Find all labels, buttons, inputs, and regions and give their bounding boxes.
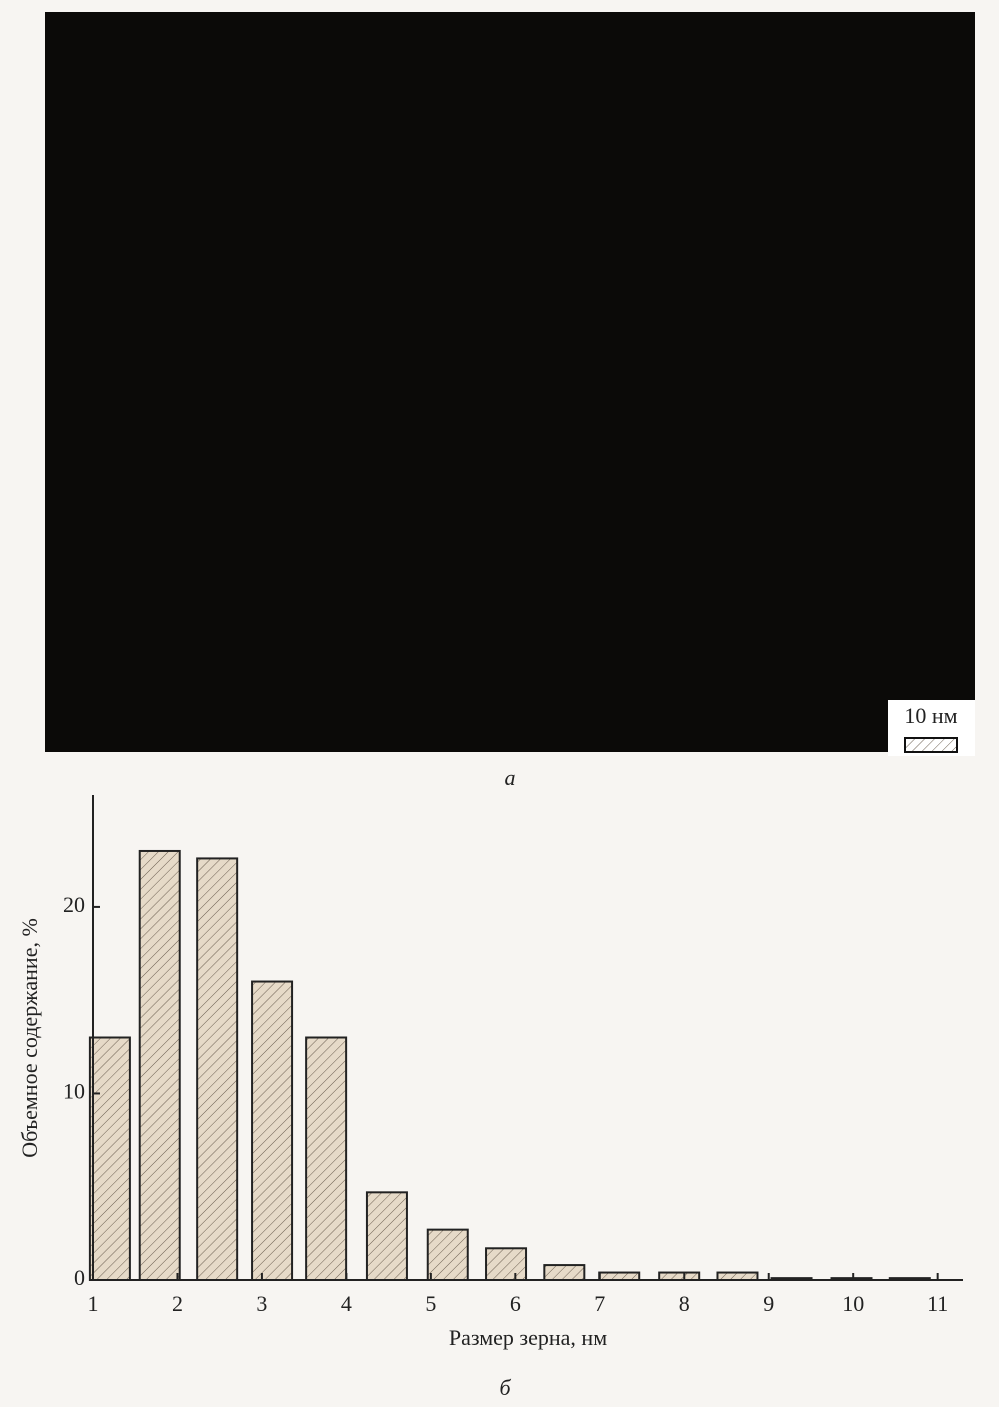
bar-hatch: [544, 1265, 584, 1280]
x-tick-label: 8: [679, 1291, 690, 1316]
figure: 10 нм а б 0 10 20 1 2 3 4 5 6 7 8 9 10 11 Размер зерна…: [0, 0, 999, 1402]
x-tick-label: 10: [842, 1291, 864, 1316]
x-tick-label: 3: [256, 1291, 267, 1316]
histogram: 0 10 20 1 2 3 4 5 6 7 8 9 10 11 Размер зерна, нм Объемн…: [17, 795, 963, 1350]
scale-bar-label: 10 нм: [904, 703, 957, 728]
y-tick-label: 20: [63, 892, 85, 917]
bar-hatch: [599, 1273, 639, 1280]
y-tick-label: 0: [74, 1265, 85, 1290]
bar-hatch: [252, 982, 292, 1280]
micrograph: [45, 12, 975, 752]
bar-hatch: [659, 1273, 699, 1280]
x-tick-label: 5: [425, 1291, 436, 1316]
x-tick-label: 11: [927, 1291, 948, 1316]
scale-bar: [905, 738, 957, 752]
x-tick-label: 6: [510, 1291, 521, 1316]
x-tick-label: 7: [594, 1291, 605, 1316]
bar-hatch: [717, 1273, 757, 1280]
x-tick-label: 1: [88, 1291, 99, 1316]
x-tick-label: 9: [763, 1291, 774, 1316]
x-tick-label: 2: [172, 1291, 183, 1316]
bar-hatch: [197, 858, 237, 1280]
bar-hatch: [140, 851, 180, 1280]
bar-hatch: [306, 1038, 346, 1281]
panel-label: а: [505, 765, 516, 790]
x-tick-label: 4: [341, 1291, 352, 1316]
x-axis-label: Размер зерна, нм: [449, 1325, 607, 1350]
bar-hatch: [90, 1038, 130, 1281]
bar-hatch: [428, 1230, 468, 1280]
bar-hatch: [486, 1248, 526, 1280]
y-axis-label: Объемное содержание, %: [17, 918, 42, 1158]
y-tick-label: 10: [63, 1079, 85, 1104]
panel-label: б: [499, 1375, 511, 1400]
bar-hatch: [367, 1192, 407, 1280]
